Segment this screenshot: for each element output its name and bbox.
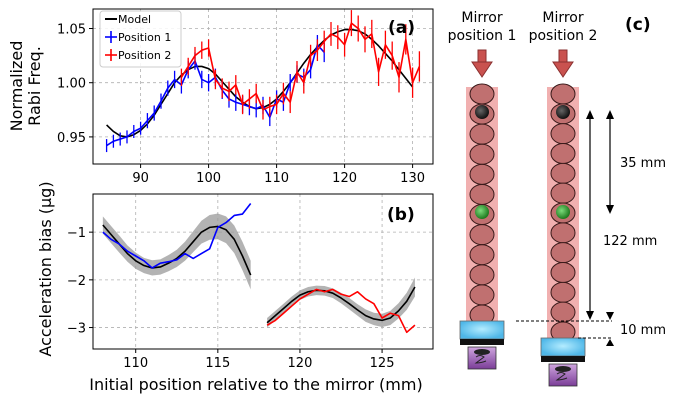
x-tick-label: 120 xyxy=(288,356,313,371)
mirror xyxy=(540,337,586,357)
column-2-label-line1: Mirror xyxy=(542,10,583,26)
y-tick-label: −1 xyxy=(67,226,86,241)
model-segment-1-band xyxy=(102,213,251,290)
dimension-annotations: 35 mm 122 mm 10 mm xyxy=(516,110,666,346)
legend-entry-position-1: Position 1 xyxy=(118,31,171,44)
y-tick-label: −2 xyxy=(67,274,86,289)
model-segment-2-line xyxy=(266,286,416,324)
panel-b-ticks: 110 115 120 125 −1 −2 −3 xyxy=(67,226,395,371)
y-tick-label: −3 xyxy=(67,322,86,337)
panel-c-diagram: Mirror position 1 Mirror position 2 (c) … xyxy=(448,10,666,387)
panel-b-label: (b) xyxy=(387,205,415,225)
atom-cloud xyxy=(550,281,576,303)
atom-cloud xyxy=(469,264,495,286)
atom-cloud xyxy=(550,301,576,323)
y-tick-label: 1.00 xyxy=(57,77,86,92)
source-aperture xyxy=(555,366,571,372)
panel-b-ylabel: Acceleration bias (µg) xyxy=(36,181,55,356)
atom-cloud xyxy=(469,244,495,266)
atom-cloud xyxy=(550,182,576,204)
upper-marker xyxy=(556,105,570,119)
atom-cloud xyxy=(550,162,576,184)
panel-b: 110 115 120 125 −1 −2 −3 Acceleration bias (µg… xyxy=(36,181,434,371)
incoming-arrow-shaft xyxy=(558,49,568,64)
atom-cloud xyxy=(550,83,576,105)
dimension-label-35mm: 35 mm xyxy=(620,156,666,171)
atom-cloud xyxy=(469,83,495,105)
green-marker xyxy=(475,205,489,219)
measured-segment-2-line xyxy=(266,288,416,334)
dimension-label-10mm: 10 mm xyxy=(620,323,666,338)
atom-cloud xyxy=(469,224,495,246)
green-marker xyxy=(556,205,570,219)
source-coil xyxy=(555,372,568,381)
panel-a-ylabel-line1: Normalized xyxy=(7,41,26,132)
y-tick-label: 1.05 xyxy=(57,23,86,38)
incoming-arrow-shaft xyxy=(477,49,487,64)
panel-b-grid xyxy=(93,194,433,349)
atom-cloud xyxy=(550,143,576,164)
atom-cloud xyxy=(550,123,576,145)
legend-entry-position-2: Position 2 xyxy=(118,49,171,62)
y-tick-label: 0.95 xyxy=(57,131,86,146)
atom-cloud xyxy=(469,183,495,205)
panel-c-label: (c) xyxy=(625,15,651,35)
atom-cloud xyxy=(550,242,576,264)
legend-entry-model: Model xyxy=(118,13,151,26)
atom-cloud xyxy=(550,262,576,283)
column-2 xyxy=(540,49,586,387)
atom-cloud xyxy=(469,163,495,185)
x-tick-label: 120 xyxy=(332,171,357,186)
position-2-line xyxy=(180,22,421,111)
dimension-arrowhead xyxy=(586,311,594,320)
column-1-label-line1: Mirror xyxy=(461,10,502,26)
mirror-mount xyxy=(541,356,585,362)
column-1-label-line2: position 1 xyxy=(448,28,517,44)
model-line xyxy=(106,28,414,138)
dimension-label-122mm: 122 mm xyxy=(603,234,657,249)
model-segment-2-band xyxy=(267,277,415,328)
atom-cloud xyxy=(469,143,495,165)
dimension-arrowhead xyxy=(606,339,614,346)
column-2-label-line2: position 2 xyxy=(529,28,598,44)
panel-b-series xyxy=(102,203,416,334)
x-tick-label: 110 xyxy=(264,171,289,186)
panel-a-ticks: 90 100 110 120 130 0.95 1.00 1.05 xyxy=(57,23,425,186)
source-aperture xyxy=(474,349,490,355)
x-tick-label: 110 xyxy=(123,356,148,371)
mirror-mount xyxy=(460,339,504,345)
atom-cloud xyxy=(550,222,576,244)
x-tick-label: 100 xyxy=(196,171,221,186)
x-tick-label: 90 xyxy=(132,171,149,186)
atom-cloud xyxy=(469,123,495,145)
x-tick-label: 130 xyxy=(400,171,425,186)
panel-a-legend: Model Position 1 Position 2 xyxy=(99,10,182,68)
incoming-arrow-head xyxy=(471,61,493,78)
panel-a-frame xyxy=(92,8,434,165)
measured-segment-1-line xyxy=(102,203,252,269)
column-1 xyxy=(459,49,505,370)
dimension-arrowhead xyxy=(586,110,594,119)
dimension-arrowhead xyxy=(606,312,614,320)
panel-a: 90 100 110 120 130 0.95 1.00 1.05 Normalized Ra… xyxy=(7,8,434,186)
x-tick-label: 125 xyxy=(370,356,395,371)
atom-cloud xyxy=(469,284,495,306)
legend-box xyxy=(99,10,182,68)
panel-b-frame xyxy=(92,193,434,350)
upper-marker xyxy=(475,105,489,119)
dimension-arrowhead xyxy=(606,110,614,119)
panel-a-label: (a) xyxy=(388,18,415,38)
dimension-arrowhead xyxy=(606,205,614,214)
panel-a-ylabel-line2: Rabi Freq. xyxy=(25,46,44,126)
mirror xyxy=(459,320,505,340)
shared-xlabel: Initial position relative to the mirror … xyxy=(89,375,422,394)
x-tick-label: 115 xyxy=(205,356,230,371)
panel-a-series xyxy=(105,10,421,153)
model-segment-1-line xyxy=(102,224,252,276)
incoming-arrow-head xyxy=(552,61,574,78)
source-coil xyxy=(474,355,487,364)
